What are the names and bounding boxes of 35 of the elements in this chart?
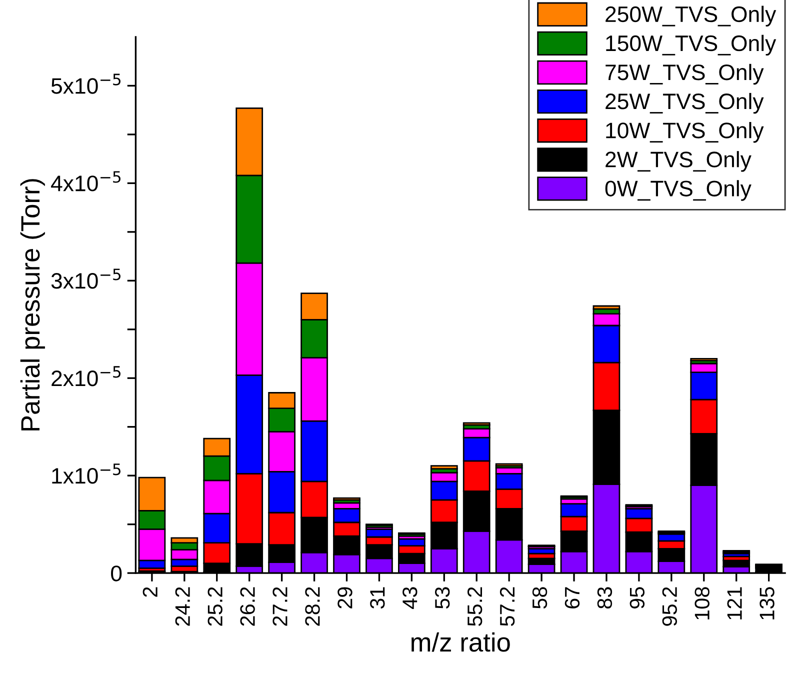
legend-label: 0W_TVS_Only (605, 180, 752, 201)
x-tick-label: 95 (630, 587, 645, 608)
legend-label: 75W_TVS_Only (606, 64, 764, 85)
y-tick-label: 2x10$^{−5}$ (52, 366, 120, 386)
legend-label: 10W_TVS_Only (606, 122, 764, 143)
x-tick-label: 67 (564, 587, 580, 608)
x-tick-label: 95.2 (662, 587, 678, 626)
x-tick-label: 2 (142, 587, 158, 597)
x-tick-label: 26.2 (240, 587, 255, 626)
legend-label: 250W_TVS_Only (606, 6, 776, 26)
y-tick-label: 5x10$^{−5}$ (51, 74, 120, 94)
y-tick-label: 1x10$^{−5}$ (52, 464, 120, 484)
x-tick-label: 28.2 (305, 587, 320, 626)
x-tick-label: 55.2 (467, 587, 482, 626)
y-tick-label: 3x10$^{−5}$ (51, 268, 120, 289)
y-tick-label: 0 (111, 566, 122, 582)
x-tick-label: 29 (338, 587, 352, 608)
x-tick-label: 27.2 (272, 587, 288, 626)
x-tick-label: 43 (402, 587, 418, 609)
legend-label: 2W_TVS_Only (606, 151, 752, 172)
x-tick-label: 31 (370, 587, 385, 609)
y-axis-title: Partial pressure (Torr) (20, 179, 45, 430)
x-tick-label: 53 (434, 587, 450, 609)
y-tick-label: 4x10$^{−5}$ (51, 171, 120, 192)
x-tick-label: 83 (597, 587, 612, 609)
x-tick-label: 121 (727, 587, 742, 620)
x-tick-label: 108 (694, 587, 710, 620)
x-tick-label: 24.2 (175, 587, 190, 626)
x-axis-title: m/z ratio (412, 632, 510, 652)
legend-label: 150W_TVS_Only (606, 34, 776, 56)
legend-label: 25W_TVS_Only (606, 92, 764, 114)
x-tick-label: 57.2 (500, 587, 515, 626)
x-tick-label: 25.2 (208, 587, 222, 626)
x-tick-label: 58 (532, 587, 548, 609)
x-tick-label: 135 (760, 587, 774, 620)
